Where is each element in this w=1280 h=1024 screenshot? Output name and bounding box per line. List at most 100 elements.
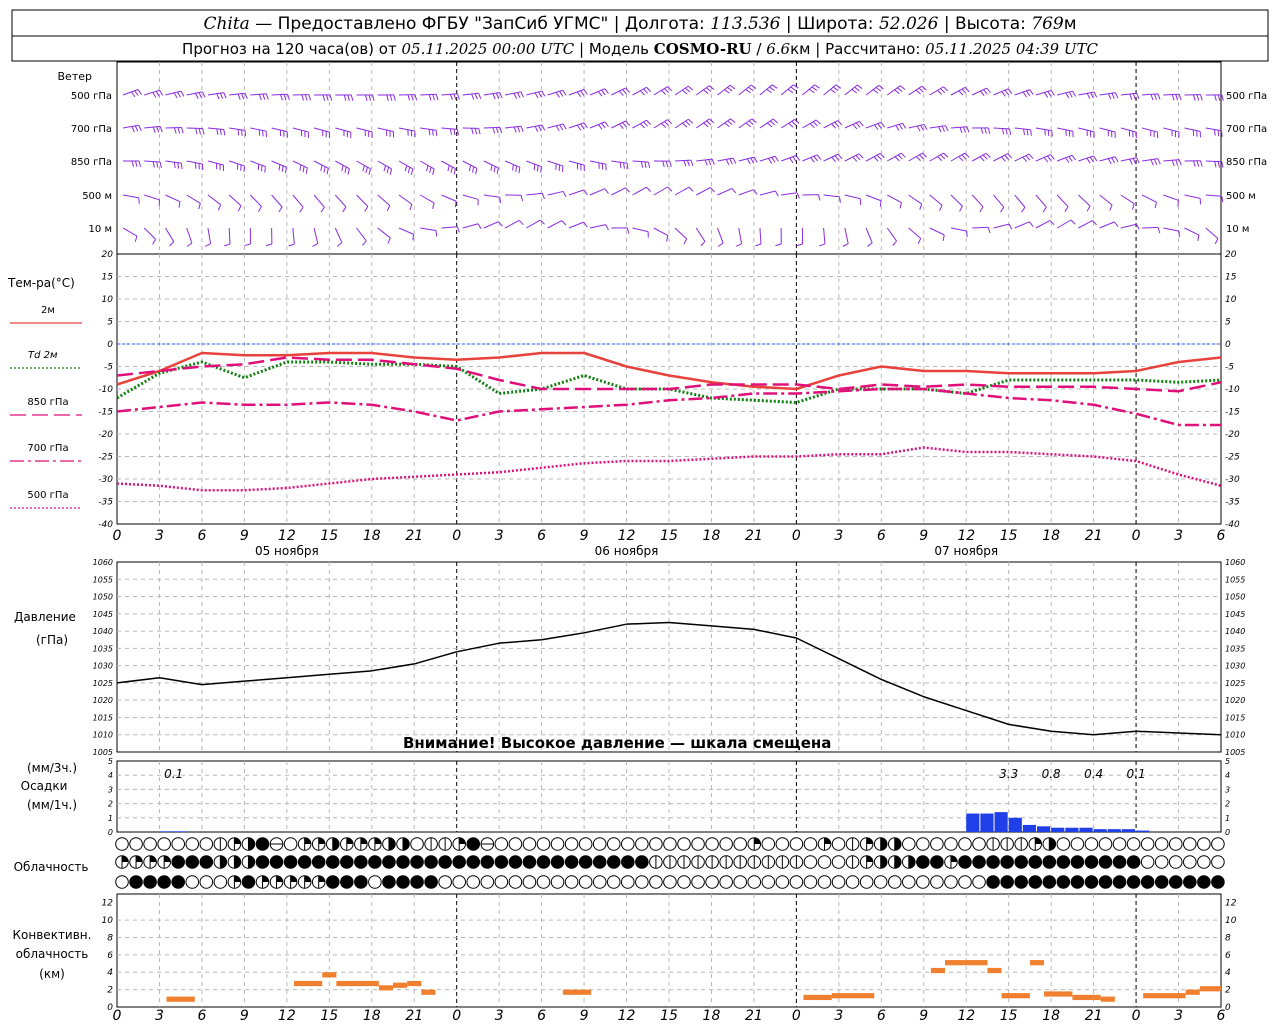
wind-barb-feather: [1200, 94, 1203, 101]
wind-barb-feather: [1196, 94, 1200, 101]
cloud-symbol-quarter: [950, 855, 958, 862]
conv-cloud-bar: [421, 989, 436, 995]
wind-barb-feather: [1001, 156, 1006, 162]
wind-barb-feather: [1029, 221, 1034, 227]
wind-barb: [908, 194, 923, 205]
hour-tick-label: 9: [240, 1008, 249, 1024]
wind-barb-feather: [453, 128, 456, 136]
precip-bar: [1022, 824, 1036, 832]
precip-bar: [1051, 827, 1065, 832]
wind-barb-feather: [750, 157, 755, 164]
wind-barb: [462, 92, 479, 96]
wind-barb: [186, 127, 203, 130]
wind-barb-feather: [180, 163, 183, 170]
wind-barb-feather: [915, 89, 921, 95]
wind-barb-feather: [152, 92, 157, 98]
wind-barb: [887, 122, 903, 129]
wind-barb-feather: [1154, 93, 1157, 100]
wind-barb-feather: [409, 204, 413, 211]
hour-tick-label: 9: [580, 528, 589, 544]
header-forecast-box: [11, 35, 1269, 62]
wind-barb: [186, 227, 193, 244]
wind-barb-feather: [962, 126, 966, 133]
wind-barb-feather: [1029, 89, 1034, 95]
y-tick-label-right: -15: [1225, 408, 1240, 418]
wind-barb-feather: [958, 90, 964, 96]
hour-tick-label: 9: [919, 1008, 928, 1024]
wind-barb-feather: [604, 121, 609, 127]
wind-barb-feather: [618, 123, 624, 129]
wind-barb-feather: [368, 168, 371, 175]
y-tick-label-right: 0: [1225, 1003, 1231, 1013]
wind-barb-feather: [495, 127, 499, 134]
wind-barb-feather: [625, 87, 630, 93]
wind-barb-feather: [683, 238, 688, 245]
wind-barb: [780, 84, 794, 96]
y-tick-label: 1045: [93, 610, 113, 619]
cloud-symbol-quarter: [248, 855, 255, 862]
wind-barb-feather: [155, 91, 160, 97]
wind-barb-feather: [937, 156, 943, 162]
hour-tick-label: 6: [537, 1008, 546, 1024]
wind-barb-feather: [456, 226, 460, 233]
wind-barb-feather: [428, 129, 431, 136]
cloud-symbol: [550, 875, 565, 889]
wind-barb-feather: [725, 159, 730, 165]
y-tick-label: 1020: [93, 696, 113, 705]
wind-barb-feather: [533, 164, 536, 171]
conv-cloud-bar: [1143, 993, 1186, 999]
hour-tick-label: 6: [877, 1008, 886, 1024]
wind-barb: [526, 219, 541, 229]
wind-barb-feather: [1171, 160, 1175, 167]
precip-bar: [1121, 829, 1136, 832]
wind-barb-feather: [1131, 203, 1135, 210]
y-tick-label: 1025: [93, 679, 113, 688]
wind-barb-feather: [732, 157, 737, 164]
wind-barb-feather: [159, 161, 162, 169]
y-tick-label-right: 8: [1225, 933, 1231, 943]
precip-bar: [966, 813, 980, 832]
conv-cloud-bar: [1072, 994, 1101, 1001]
temp-series-1: [116, 360, 1222, 404]
date-label: 06 ноября: [595, 544, 659, 558]
cloud-symbol: [452, 855, 467, 869]
wind-barb-feather: [1154, 202, 1157, 209]
wind-barb-feather: [498, 221, 503, 227]
wind-barb: [313, 194, 325, 208]
wind-barb: [1014, 153, 1030, 162]
wind-barb-feather: [731, 188, 737, 194]
wind-barb: [1014, 221, 1030, 229]
cloud-symbol: [424, 855, 438, 869]
wind-barb-feather: [131, 126, 135, 133]
cloud-symbol-quarter: [220, 862, 227, 869]
cloud-symbol: [368, 855, 382, 869]
wind-barb-feather: [322, 94, 326, 101]
cloud-symbol: [930, 875, 944, 889]
y-tick-label: 10: [102, 916, 114, 926]
wind-level-label-right: 500 м: [1226, 191, 1256, 202]
wind-barb-feather: [987, 127, 991, 134]
wind-barb: [887, 85, 901, 96]
hour-tick-label: 18: [703, 1008, 721, 1024]
wind-barb-feather: [1136, 93, 1140, 100]
wind-barb: [356, 227, 367, 242]
cloud-symbol-quarter: [908, 855, 916, 862]
wind-barb-feather: [790, 86, 796, 91]
wind-barb-feather: [894, 156, 900, 162]
cloud-symbol: [480, 855, 495, 869]
wind-barb: [568, 160, 585, 166]
wind-barb-feather: [919, 203, 923, 210]
header-title-line: Chita — Предоставлено ФГБУ "ЗапСиб УГМС"…: [203, 14, 1076, 34]
wind-barb-feather: [666, 235, 669, 242]
wind-barb-feather: [646, 119, 652, 125]
wind-barb: [462, 194, 479, 200]
cloud-symbol: [592, 837, 607, 851]
wind-barb-feather: [1042, 206, 1047, 213]
precip-bar: [980, 813, 994, 832]
temp-legend-label: 700 гПа: [27, 443, 68, 454]
wind-barb-feather: [961, 88, 967, 94]
wind-barb-feather: [299, 206, 304, 213]
precip-total-label: 0.1: [164, 767, 183, 781]
wind-barb-feather: [216, 128, 219, 135]
